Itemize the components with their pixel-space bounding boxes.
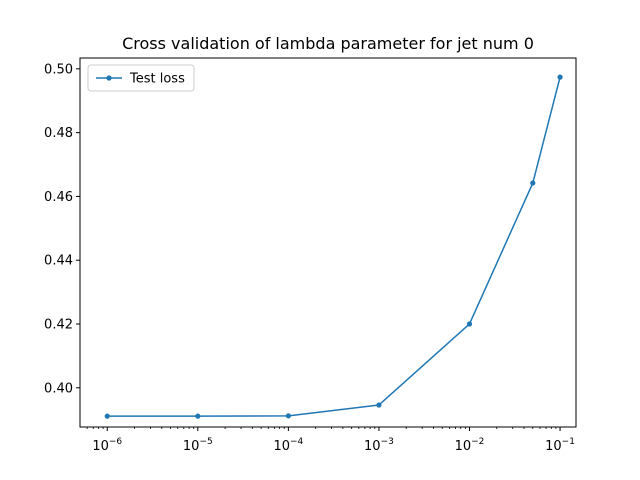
x-tick-exponent: −5 xyxy=(199,437,212,447)
y-tick-label: 0.50 xyxy=(44,62,73,77)
x-tick-label: 10−4 xyxy=(273,437,303,454)
x-tick-base: 10 xyxy=(273,439,290,454)
x-tick-exponent: −1 xyxy=(562,437,575,447)
x-tick-exponent: −3 xyxy=(381,437,394,447)
axes-frame xyxy=(79,57,577,428)
chart-title: Cross validation of lambda parameter for… xyxy=(122,34,534,53)
y-tick-label: 0.46 xyxy=(44,190,73,205)
y-tick-label: 0.40 xyxy=(44,381,73,396)
legend: Test loss xyxy=(87,64,195,92)
data-point xyxy=(195,413,201,419)
series-layer xyxy=(104,74,563,419)
plot-area xyxy=(79,57,577,428)
data-point xyxy=(466,321,473,327)
x-tick-label: 10−2 xyxy=(455,437,485,454)
x-tick-exponent: −4 xyxy=(290,437,304,447)
x-tick-base: 10 xyxy=(364,439,381,454)
x-tick-base: 10 xyxy=(183,439,200,454)
x-tick-base: 10 xyxy=(92,439,109,454)
legend-label: Test loss xyxy=(129,72,185,87)
x-tick-label: 10−1 xyxy=(545,437,575,454)
x-tick-base: 10 xyxy=(455,439,472,454)
x-axis: 10−6 10−5 10−4 10−3 10−2 10−1 xyxy=(86,427,575,454)
data-point xyxy=(285,413,291,419)
y-tick-label: 0.42 xyxy=(44,317,73,332)
x-tick-label: 10−5 xyxy=(183,437,213,454)
y-axis: 0.40 0.42 0.44 0.46 0.48 0.50 xyxy=(44,62,80,396)
data-point xyxy=(376,402,382,408)
x-tick-base: 10 xyxy=(545,439,562,454)
legend-box xyxy=(87,64,195,92)
y-tick-label: 0.48 xyxy=(44,126,73,141)
data-point xyxy=(557,74,563,80)
x-tick-label: 10−6 xyxy=(92,437,122,454)
y-tick-label: 0.44 xyxy=(44,254,73,269)
legend-swatch-marker xyxy=(106,75,112,81)
data-point xyxy=(530,180,536,186)
x-tick-exponent: −2 xyxy=(471,437,484,447)
x-tick-exponent: −6 xyxy=(109,437,123,447)
data-point xyxy=(104,413,110,419)
x-tick-label: 10−3 xyxy=(364,437,394,454)
